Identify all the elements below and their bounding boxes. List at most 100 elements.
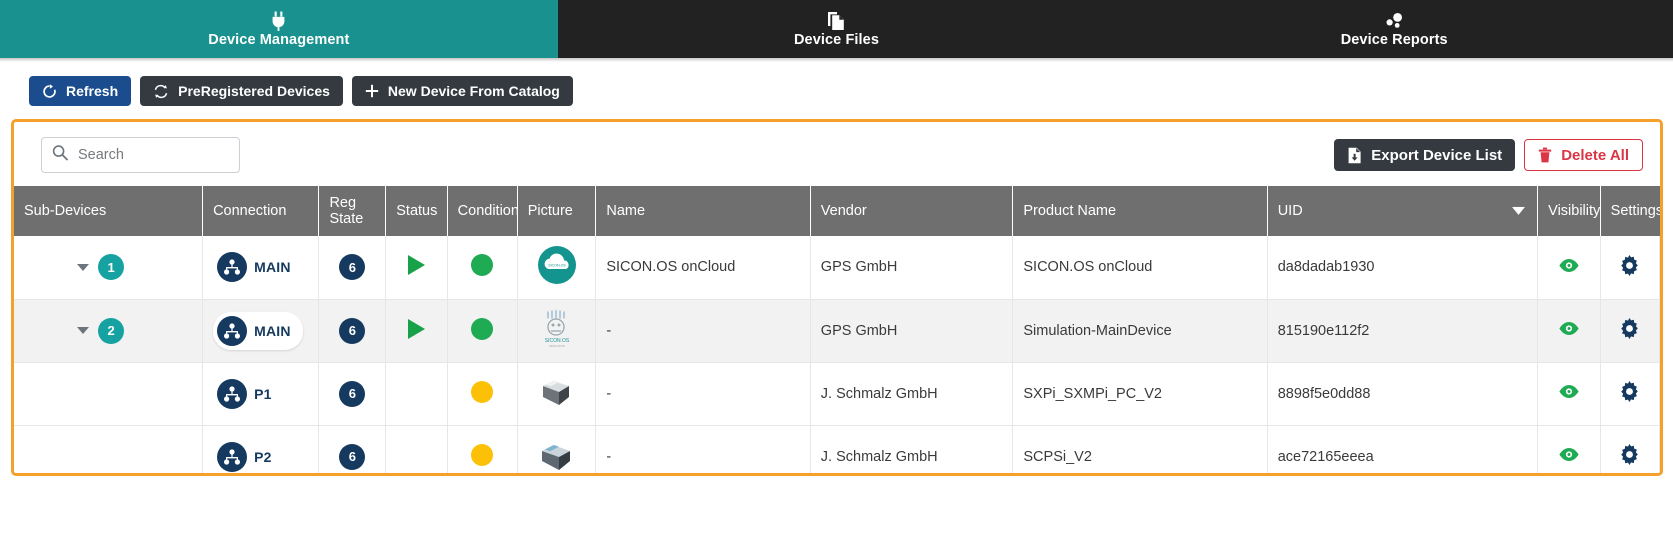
column-header-picture[interactable]: Picture [517,186,597,236]
cell-status[interactable] [385,236,448,300]
tabbar-shadow [0,58,1673,62]
cell-sub-devices[interactable]: 2 [14,299,204,363]
eye-icon[interactable] [1558,384,1580,399]
status-running-icon[interactable] [407,255,425,276]
cell-uid: 8898f5e0dd88 [1267,362,1539,426]
table-row[interactable]: P2 6 [14,425,1660,473]
plus-icon [365,84,379,98]
file-export-icon [1347,147,1362,164]
cell-reg-state: 6 [318,236,387,300]
tab-device-files[interactable]: Device Files [557,0,1116,58]
column-header-name[interactable]: Name [595,186,811,236]
cell-picture: SICON.OS SIMULATION [517,299,597,363]
delete-all-button[interactable]: Delete All [1524,139,1643,171]
expand-chevron-icon[interactable] [77,263,90,271]
expand-chevron-icon[interactable] [77,327,90,334]
panel-header: Export Device List Delete All [14,122,1660,186]
device-table-body: 1 [14,236,1660,473]
table-row[interactable]: 1 [14,236,1660,300]
column-header-visibility[interactable]: Visibility [1537,186,1601,236]
prereg-devices-button[interactable]: PreRegistered Devices [140,76,343,106]
cell-connection[interactable]: MAIN [202,299,320,363]
cell-status [385,362,448,426]
svg-text:SIMULATION: SIMULATION [549,344,565,348]
cell-picture [517,362,597,426]
file-copy-icon [827,11,846,31]
cell-visibility[interactable] [1537,362,1601,426]
cell-condition [447,299,518,363]
gear-icon[interactable] [1619,318,1640,339]
export-device-list-button[interactable]: Export Device List [1334,139,1516,171]
cell-sub-devices [14,362,204,426]
refresh-label: Refresh [66,83,119,99]
column-header-condition[interactable]: Condition [447,186,519,236]
cell-settings[interactable] [1600,299,1660,363]
eye-icon[interactable] [1558,321,1580,336]
sitemap-icon [217,441,248,472]
column-header-connection[interactable]: Connection [202,186,320,236]
cell-reg-state: 6 [318,425,387,473]
column-header-product-name[interactable]: Product Name [1012,186,1268,236]
cell-vendor: J. Schmalz GmbH [810,362,1014,426]
column-header-vendor[interactable]: Vendor [810,186,1014,236]
cell-product-name: SICON.OS onCloud [1012,236,1268,300]
cell-settings[interactable] [1600,362,1660,426]
cell-vendor: J. Schmalz GmbH [810,425,1014,473]
reg-state-badge: 6 [339,443,366,470]
new-device-from-catalog-button[interactable]: New Device From Catalog [351,76,573,106]
cell-connection[interactable]: P2 [202,425,320,473]
search-input[interactable] [41,137,240,173]
cell-name: - [595,299,811,363]
device-table: Sub-Devices Connection Reg State Status … [14,186,1660,473]
eye-icon[interactable] [1558,447,1580,462]
tab-device-reports[interactable]: Device Reports [1115,0,1673,58]
refresh-button[interactable]: Refresh [29,76,132,106]
cell-sub-devices[interactable]: 1 [14,236,204,300]
table-row[interactable]: P1 6 [14,362,1660,426]
cell-settings[interactable] [1600,236,1660,300]
gear-icon[interactable] [1619,444,1640,465]
reg-state-badge: 6 [339,380,366,407]
column-header-sub-devices[interactable]: Sub-Devices [14,186,204,236]
cell-uid: ace72165eeea [1267,425,1539,473]
device-list-panel: Export Device List Delete All [11,119,1663,476]
column-header-status[interactable]: Status [385,186,448,236]
condition-indicator [471,380,494,403]
connection-label: MAIN [254,322,291,339]
gear-icon[interactable] [1619,254,1640,276]
trash-icon [1538,147,1552,163]
cell-uid: da8dadab1930 [1267,236,1539,300]
cell-vendor: GPS GmbH [810,299,1014,363]
table-row[interactable]: 2 [14,299,1660,363]
table-header-row: Sub-Devices Connection Reg State Status … [14,186,1660,236]
column-header-uid[interactable]: UID [1267,186,1539,236]
cell-visibility[interactable] [1537,299,1601,363]
condition-indicator [471,317,494,340]
connection-label: P2 [254,448,272,465]
tab-label: Device Files [793,31,880,48]
device-picture: SICON.OS SIMULATION [537,309,577,349]
tab-device-management[interactable]: Device Management [0,0,558,58]
panel-header-actions: Export Device List Delete All [1334,139,1643,171]
sitemap-icon [217,252,248,283]
condition-indicator [471,254,494,277]
cell-product-name: SXPi_SXMPi_PC_V2 [1012,362,1268,426]
cell-connection[interactable]: MAIN [202,236,320,300]
status-running-icon[interactable] [407,318,425,339]
cell-settings[interactable] [1600,425,1660,473]
eye-icon[interactable] [1558,258,1580,273]
gear-icon[interactable] [1619,381,1640,402]
export-device-list-label: Export Device List [1371,146,1503,164]
cell-condition [447,425,518,473]
cell-condition [447,362,518,426]
cell-visibility[interactable] [1537,425,1601,473]
cell-reg-state: 6 [318,299,387,363]
cell-status[interactable] [385,299,448,363]
cell-visibility[interactable] [1537,236,1601,300]
sitemap-icon [217,315,248,346]
cell-connection[interactable]: P1 [202,362,320,426]
refresh-icon [42,83,57,99]
column-header-reg-state[interactable]: Reg State [318,186,387,236]
connection-label: P1 [254,385,272,402]
column-header-settings[interactable]: Settings [1600,186,1660,236]
